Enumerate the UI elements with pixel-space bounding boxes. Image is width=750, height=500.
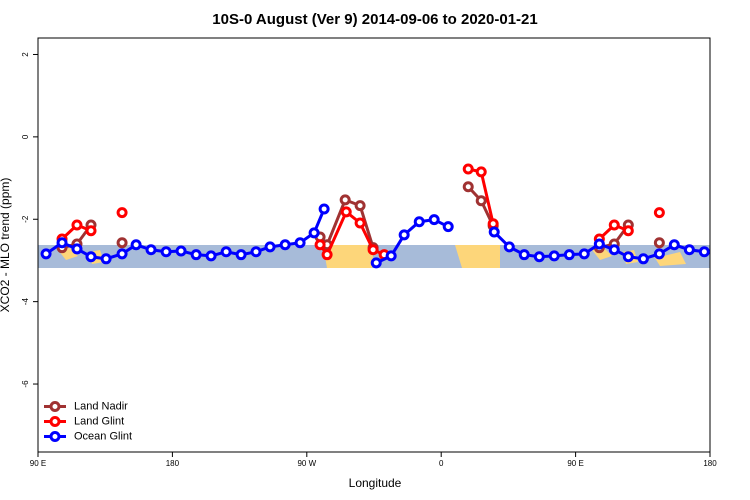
point [354, 217, 366, 229]
point [279, 239, 291, 251]
y-tick-label: 2 [21, 52, 30, 57]
point [518, 249, 530, 261]
point [653, 237, 665, 249]
point [100, 253, 112, 265]
plot-frame [37, 37, 711, 453]
point [190, 249, 202, 261]
point [321, 249, 333, 261]
series [58, 183, 663, 252]
point [683, 244, 695, 256]
point [116, 248, 128, 260]
point [175, 245, 187, 257]
point [160, 246, 172, 258]
point [339, 194, 351, 206]
point [608, 244, 620, 256]
series-line [62, 187, 659, 248]
map-strip [38, 245, 710, 268]
point [608, 219, 620, 231]
point [370, 257, 382, 269]
point [145, 244, 157, 256]
point [653, 207, 665, 219]
y-tick-label: -4 [21, 298, 30, 306]
point [250, 246, 262, 258]
point [462, 181, 474, 193]
point [318, 203, 330, 215]
point [503, 241, 515, 253]
x-axis-label: Longitude [349, 476, 402, 490]
point [637, 253, 649, 265]
point [653, 248, 665, 260]
point [385, 250, 397, 262]
x-tick-label: 90 W [297, 459, 316, 468]
point [668, 239, 680, 251]
point [71, 243, 83, 255]
point [622, 251, 634, 263]
point [130, 239, 142, 251]
point [116, 237, 128, 249]
point [40, 248, 52, 260]
point [578, 248, 590, 260]
x-tick-label: 90 E [30, 459, 46, 468]
point [428, 214, 440, 226]
legend-marker [49, 431, 61, 442]
legend-marker [49, 401, 61, 412]
point [533, 251, 545, 263]
point [264, 241, 276, 253]
y-axis-label: XCO2 - MLO trend (ppm) [0, 178, 12, 313]
x-tick-label: 90 E [567, 459, 583, 468]
legend-marker [49, 416, 61, 427]
point [220, 246, 232, 258]
y-tick-label: 0 [21, 134, 30, 139]
point [56, 237, 68, 249]
chart-title: 10S-0 August (Ver 9) 2014-09-06 to 2020-… [212, 11, 537, 28]
point [340, 206, 352, 218]
point [442, 221, 454, 233]
point [548, 250, 560, 262]
point [462, 163, 474, 175]
point [488, 226, 500, 238]
point [308, 227, 320, 239]
x-tick-label: 0 [439, 459, 444, 468]
point [698, 246, 710, 258]
y-tick-label: -2 [21, 215, 30, 223]
point [593, 238, 605, 250]
point [235, 249, 247, 261]
point [85, 251, 97, 263]
point [71, 219, 83, 231]
point [475, 166, 487, 178]
legend-label: Land Nadir [74, 400, 128, 412]
point [475, 195, 487, 207]
x-tick-label: 180 [703, 459, 717, 468]
point [367, 244, 379, 256]
point [294, 237, 306, 249]
y-tick-label: -6 [21, 380, 30, 388]
point [487, 218, 499, 230]
point [398, 229, 410, 241]
point [563, 249, 575, 261]
point [413, 216, 425, 228]
point [314, 239, 326, 251]
x-tick-label: 180 [166, 459, 180, 468]
point [116, 207, 128, 219]
legend-label: Ocean Glint [74, 430, 132, 442]
point [622, 225, 634, 237]
legend-label: Land Glint [74, 415, 124, 427]
point [85, 225, 97, 237]
point [354, 200, 366, 212]
point [205, 250, 217, 262]
series [40, 203, 710, 269]
